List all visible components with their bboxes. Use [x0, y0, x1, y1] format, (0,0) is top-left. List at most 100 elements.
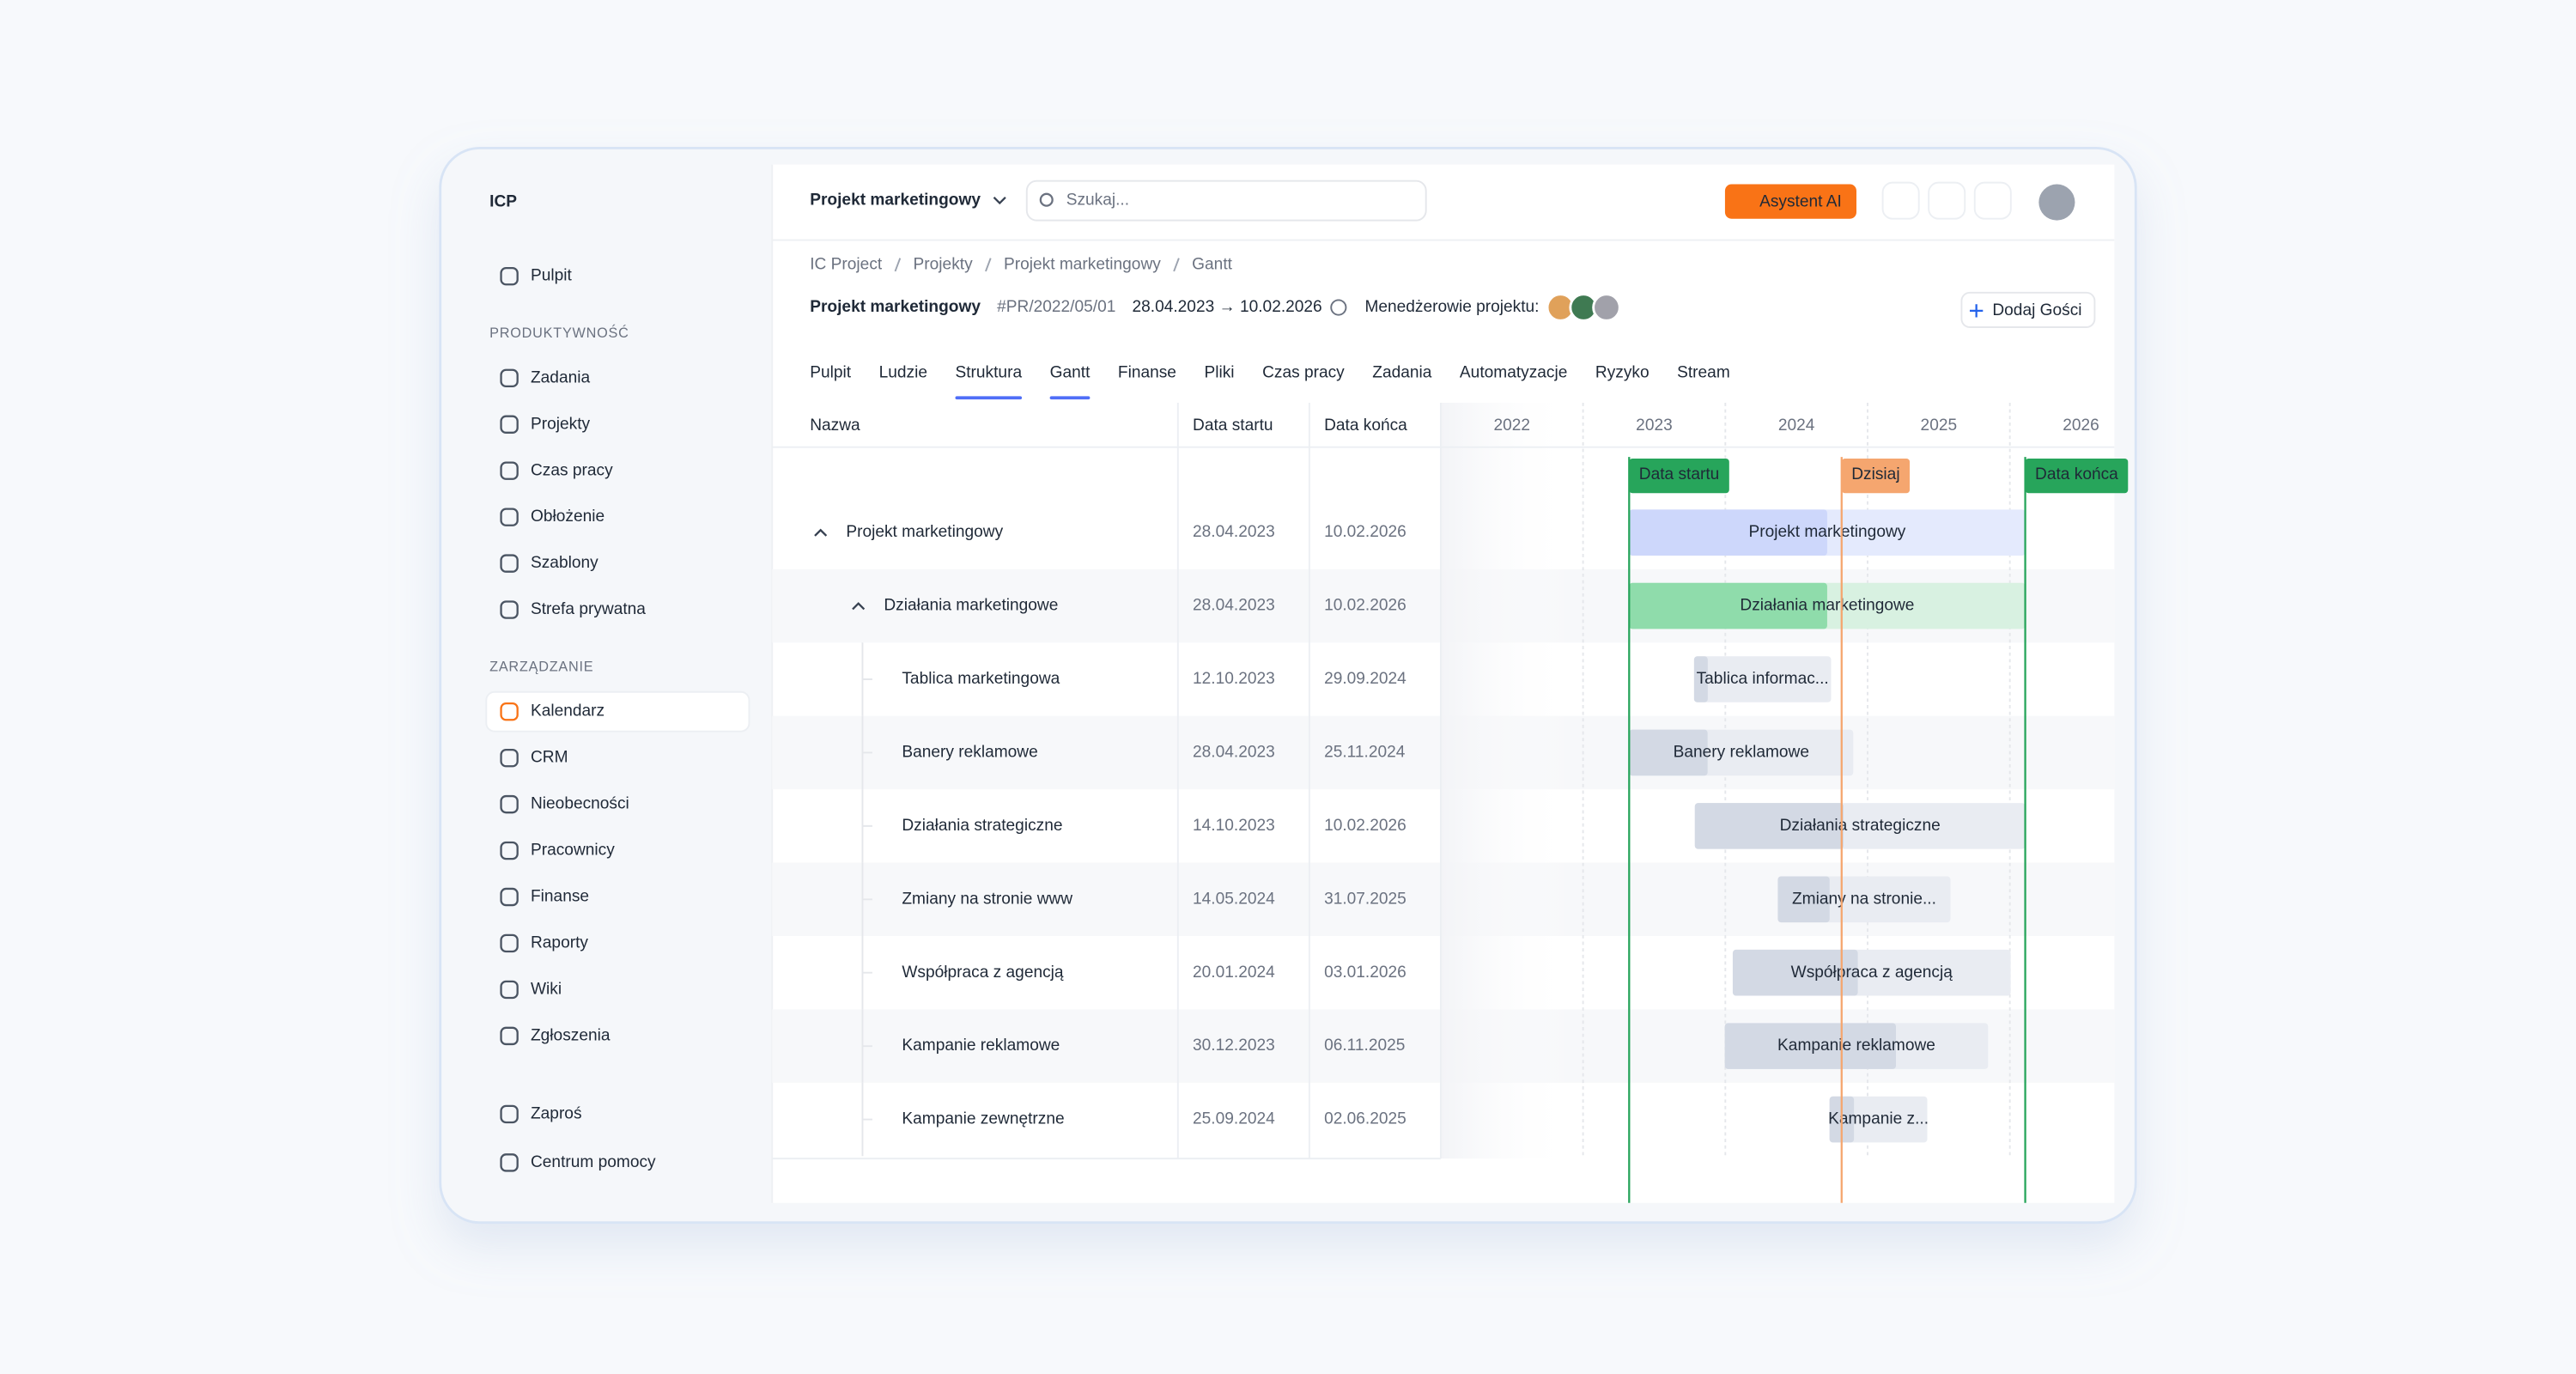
gantt-progress — [1732, 949, 1858, 996]
nav-active — [485, 690, 750, 733]
gantt-progress — [1694, 803, 1844, 849]
collapse-chevron[interactable] — [852, 602, 866, 611]
nav-item[interactable]: Pracownicy — [531, 842, 615, 860]
nav-item[interactable]: Finanse — [531, 888, 589, 906]
gantt-bar-label: Tablica informac... — [1697, 670, 1829, 688]
nav-icon — [500, 887, 519, 907]
tab-underline — [955, 396, 1023, 400]
tab[interactable]: Pliki — [1204, 364, 1234, 382]
task-end: 10.02.2026 — [1324, 817, 1406, 835]
nav-item[interactable]: Raporty — [531, 934, 588, 952]
tab[interactable]: Gantt — [1050, 364, 1091, 382]
nav-item[interactable]: Pulpit — [531, 267, 573, 285]
year-label: 2022 — [1494, 416, 1531, 435]
nav-icon — [500, 1104, 519, 1124]
nav-item[interactable]: Kalendarz — [531, 702, 605, 720]
nav-icon — [500, 1153, 519, 1172]
toolbar-button[interactable] — [1928, 181, 1966, 220]
breadcrumb[interactable]: IC Project — [810, 255, 883, 273]
nav-item[interactable]: Zgłoszenia — [531, 1026, 611, 1044]
task-end: 06.11.2025 — [1324, 1037, 1405, 1055]
tree-line — [861, 936, 872, 1010]
nav-item[interactable]: Obłożenie — [531, 508, 605, 526]
nav-item[interactable]: Strefa prywatna — [531, 600, 646, 618]
task-end: 10.02.2026 — [1324, 523, 1406, 541]
plus-icon — [1970, 304, 1984, 318]
nav-item[interactable]: Centrum pomocy — [531, 1153, 656, 1171]
nav-icon — [500, 600, 519, 619]
nav-icon — [500, 794, 519, 814]
tab[interactable]: Zadania — [1372, 364, 1431, 382]
task-start: 28.04.2023 — [1193, 597, 1275, 615]
task-start: 28.04.2023 — [1193, 523, 1275, 541]
search-box[interactable] — [1025, 179, 1427, 222]
logo: ICP — [489, 193, 517, 211]
gantt-bar-label: Banery reklamowe — [1674, 743, 1809, 761]
gantt-bar[interactable] — [1693, 656, 1832, 702]
tab[interactable]: Struktura — [955, 364, 1022, 382]
start-marker — [1629, 459, 1729, 494]
year-label: 2024 — [1778, 416, 1815, 435]
breadcrumb[interactable]: Projekty — [914, 255, 974, 273]
nav-item[interactable]: CRM — [531, 749, 568, 767]
gantt-bar-label: Kampanie reklamowe — [1777, 1037, 1935, 1055]
tab[interactable]: Ryzyko — [1595, 364, 1649, 382]
nav-icon — [500, 461, 519, 480]
tab[interactable]: Finanse — [1118, 364, 1176, 382]
task-start: 30.12.2023 — [1193, 1037, 1275, 1055]
project-switcher[interactable]: Projekt marketingowy — [810, 192, 981, 210]
nav-item[interactable]: Projekty — [531, 415, 591, 433]
nav-icon — [500, 702, 519, 721]
tab[interactable]: Ludzie — [879, 364, 927, 382]
nav-section-title: ZARZĄDZANIE — [489, 659, 593, 674]
tab[interactable]: Stream — [1677, 364, 1730, 382]
today-marker — [1841, 459, 1911, 494]
column-header: Data startu — [1193, 416, 1273, 435]
nav-item[interactable]: Zadania — [531, 368, 590, 386]
info-icon — [1330, 299, 1347, 316]
user-avatar[interactable] — [2038, 184, 2075, 221]
task-start: 14.05.2024 — [1193, 890, 1275, 908]
today-marker-label: Dzisiaj — [1851, 465, 1899, 483]
tab[interactable]: Czas pracy — [1262, 364, 1345, 382]
nav-icon — [500, 980, 519, 1000]
ai-button[interactable] — [1724, 184, 1856, 219]
gantt-progress — [1724, 1023, 1897, 1069]
gantt-progress — [1777, 876, 1830, 923]
nav-icon — [500, 508, 519, 526]
manager-avatar — [1592, 293, 1621, 322]
search-placeholder: Szukaj... — [1066, 192, 1129, 210]
gantt-bar-label: Projekt marketingowy — [1749, 523, 1906, 541]
nav-item[interactable]: Wiki — [531, 980, 562, 998]
project-title: Projekt marketingowy — [810, 298, 981, 316]
end-marker-label: Data końca — [2035, 465, 2118, 483]
breadcrumb[interactable]: Projekt marketingowy — [1004, 255, 1161, 273]
nav-item[interactable]: Zaproś — [531, 1104, 582, 1122]
task-start: 20.01.2024 — [1193, 964, 1275, 982]
collapse-chevron[interactable] — [814, 528, 828, 537]
column-header: Data końca — [1324, 416, 1407, 435]
nav-item[interactable]: Czas pracy — [531, 461, 613, 479]
task-name: Współpraca z agencją — [902, 964, 1064, 982]
task-start: 12.10.2023 — [1193, 670, 1275, 688]
toolbar-button[interactable] — [1881, 181, 1920, 220]
tab[interactable]: Automatyzacje — [1460, 364, 1567, 382]
gantt-progress — [1629, 582, 1827, 629]
add-guests-button[interactable] — [1960, 291, 2096, 328]
end-marker — [2025, 459, 2129, 494]
task-name: Działania strategiczne — [902, 817, 1062, 835]
gantt-progress — [1629, 509, 1827, 556]
nav-item[interactable]: Szablony — [531, 554, 598, 572]
nav-icon — [500, 841, 519, 860]
task-name: Kampanie reklamowe — [902, 1037, 1060, 1055]
breadcrumb[interactable]: Gantt — [1192, 255, 1232, 273]
tab[interactable]: Pulpit — [810, 364, 852, 382]
gantt-bar-label: Działania strategiczne — [1780, 817, 1941, 835]
tab-underline — [1049, 396, 1091, 400]
toolbar-button[interactable] — [1973, 181, 2012, 220]
task-end: 02.06.2025 — [1324, 1110, 1406, 1128]
task-start: 14.10.2023 — [1193, 817, 1275, 835]
nav-icon — [500, 933, 519, 953]
nav-item[interactable]: Nieobecności — [531, 795, 629, 813]
nav-icon — [500, 368, 519, 388]
